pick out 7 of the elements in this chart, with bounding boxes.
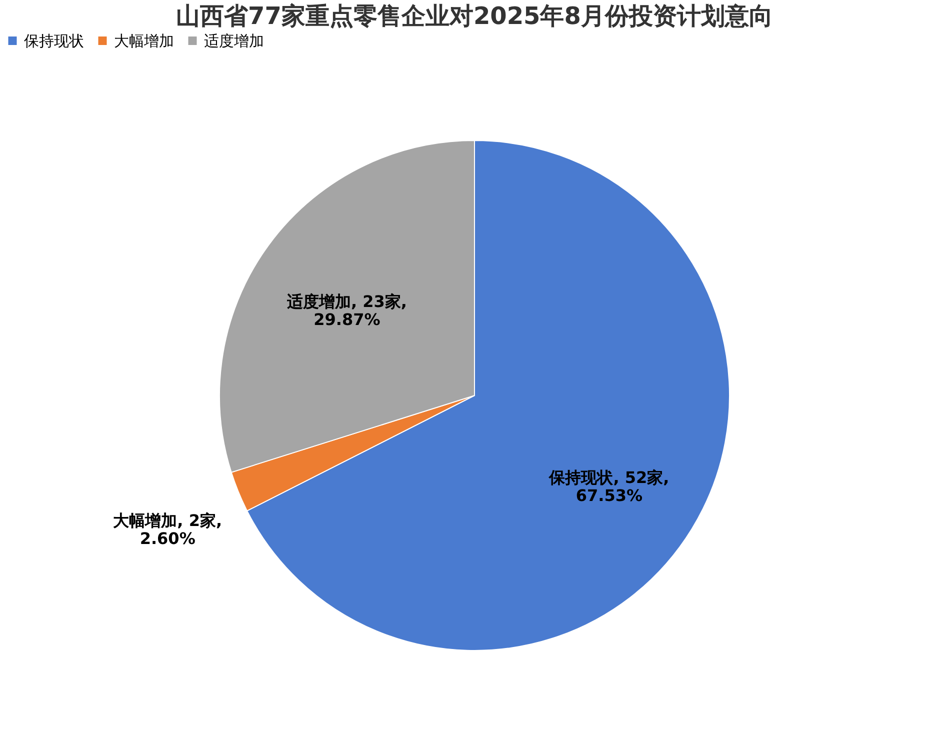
legend-label: 适度增加 xyxy=(204,32,264,50)
chart-title: 山西省77家重点零售企业对2025年8月份投资计划意向 xyxy=(176,2,773,30)
data-label: 保持现状, 52家, 67.53% xyxy=(548,468,670,506)
data-label: 大幅增加, 2家, 2.60% xyxy=(113,510,222,548)
data-label: 适度增加, 23家, 29.87% xyxy=(286,292,407,330)
legend-label: 大幅增加 xyxy=(114,32,174,50)
legend-label: 保持现状 xyxy=(24,32,84,50)
